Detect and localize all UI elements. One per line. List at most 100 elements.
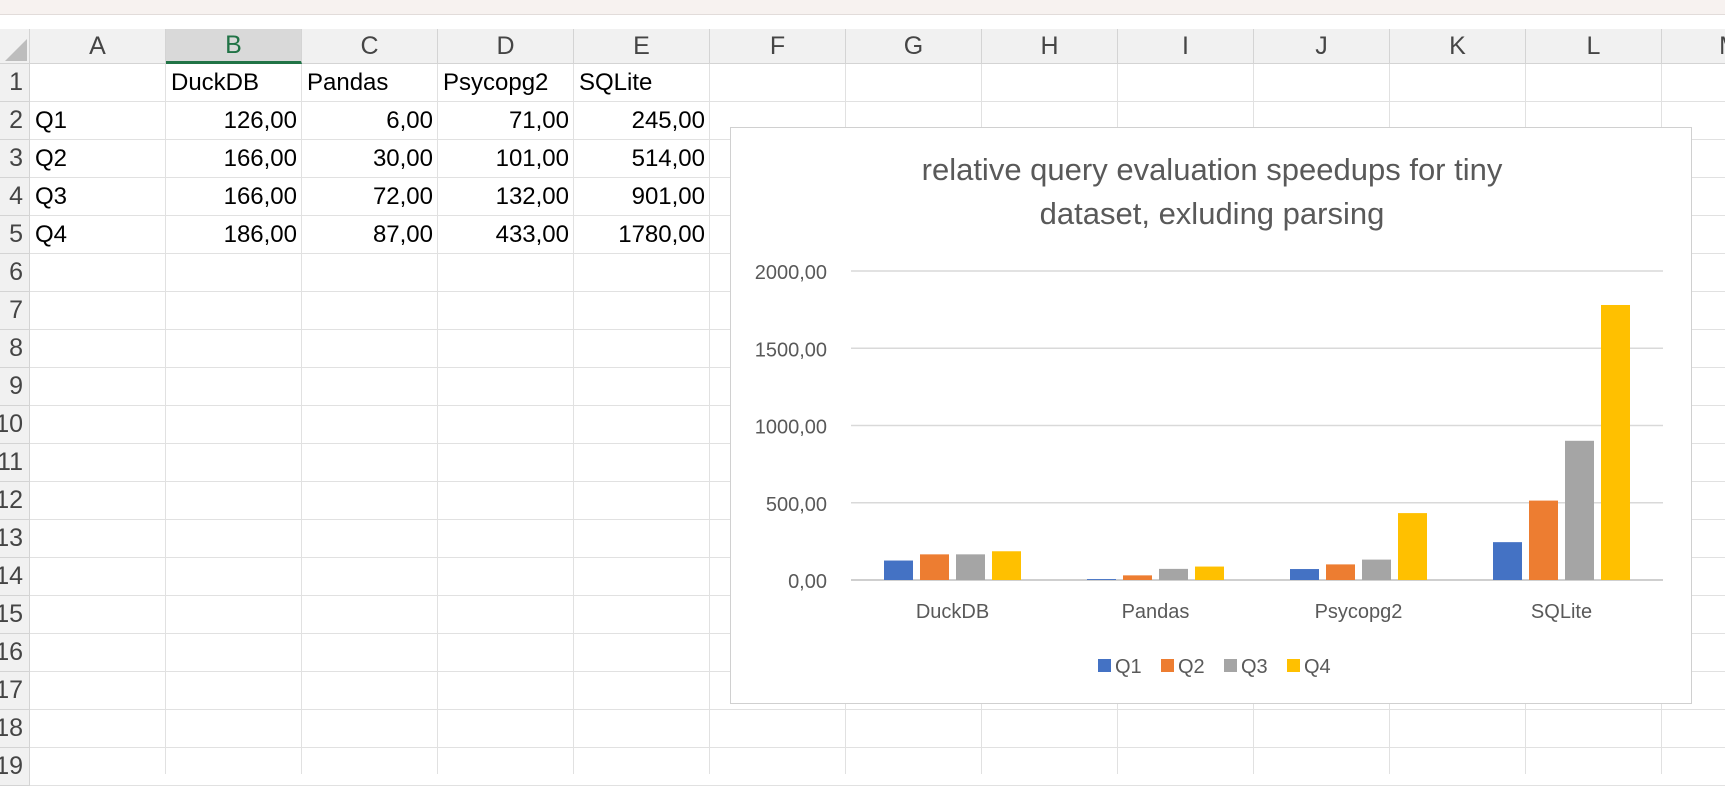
bar-pandas-q2 <box>1123 575 1152 580</box>
bar-pandas-q1 <box>1087 579 1116 580</box>
row-header-3[interactable]: 3 <box>0 140 30 178</box>
column-header-f[interactable]: F <box>710 29 846 64</box>
cell-d2[interactable]: 71,00 <box>508 107 569 134</box>
legend-label-q1: Q1 <box>1115 656 1142 678</box>
gridline-horizontal <box>30 747 1725 748</box>
row-header-6[interactable]: 6 <box>0 254 30 292</box>
cell-e5[interactable]: 1780,00 <box>618 221 705 248</box>
cell-c4[interactable]: 72,00 <box>372 183 433 210</box>
row-header-1[interactable]: 1 <box>0 64 30 102</box>
column-header-l[interactable]: L <box>1526 29 1662 64</box>
gridline-vertical <box>709 64 710 774</box>
cell-e1[interactable]: SQLite <box>579 69 653 96</box>
row-header-8[interactable]: 8 <box>0 330 30 368</box>
bar-sqlite-q4 <box>1601 304 1630 580</box>
chart-title-line-1: relative query evaluation speedups for t… <box>922 152 1503 187</box>
bar-pandas-q3 <box>1159 568 1188 580</box>
column-header-k[interactable]: K <box>1390 29 1526 64</box>
row-header-12[interactable]: 12 <box>0 482 30 520</box>
row-header-10[interactable]: 10 <box>0 406 30 444</box>
row-header-9[interactable]: 9 <box>0 368 30 406</box>
legend-swatch-q2 <box>1161 659 1174 672</box>
cell-a4[interactable]: Q3 <box>35 183 68 210</box>
bar-duckdb-q3 <box>956 554 985 580</box>
column-header-e[interactable]: E <box>574 29 710 64</box>
select-all-triangle-icon <box>5 39 27 61</box>
row-header-13[interactable]: 13 <box>0 520 30 558</box>
row-header-15[interactable]: 15 <box>0 596 30 634</box>
cell-d1[interactable]: Psycopg2 <box>443 69 549 96</box>
row-header-16[interactable]: 16 <box>0 634 30 672</box>
cell-b2[interactable]: 126,00 <box>223 107 297 134</box>
column-header-b[interactable]: B <box>166 29 302 64</box>
row-header-11[interactable]: 11 <box>0 444 30 482</box>
x-tick-label-sqlite: SQLite <box>1531 601 1592 623</box>
cell-b4[interactable]: 166,00 <box>223 183 297 210</box>
column-header-a[interactable]: A <box>30 29 166 64</box>
column-header-g[interactable]: G <box>846 29 982 64</box>
cell-e3[interactable]: 514,00 <box>631 145 705 172</box>
select-all-button[interactable] <box>0 29 30 64</box>
cell-d3[interactable]: 101,00 <box>495 145 569 172</box>
bar-psycopg2-q1 <box>1290 569 1319 580</box>
bar-sqlite-q1 <box>1493 542 1522 580</box>
column-header-i[interactable]: I <box>1118 29 1254 64</box>
column-header-h[interactable]: H <box>982 29 1118 64</box>
row-header-2[interactable]: 2 <box>0 102 30 140</box>
gridline-horizontal <box>30 101 1725 102</box>
cell-b3[interactable]: 166,00 <box>223 145 297 172</box>
legend-label-q4: Q4 <box>1304 656 1331 678</box>
cell-a3[interactable]: Q2 <box>35 145 68 172</box>
legend-swatch-q4 <box>1287 659 1300 672</box>
bar-psycopg2-q3 <box>1362 559 1391 580</box>
x-tick-label-duckdb: DuckDB <box>916 601 989 623</box>
row-header-14[interactable]: 14 <box>0 558 30 596</box>
bar-duckdb-q2 <box>920 554 949 580</box>
chart-svg: relative query evaluation speedups for t… <box>755 152 1663 678</box>
cell-d4[interactable]: 132,00 <box>495 183 569 210</box>
gridline-vertical <box>437 64 438 774</box>
y-tick-label: 1000,00 <box>755 417 827 439</box>
row-header-19[interactable]: 19 <box>0 748 30 786</box>
gridline-vertical <box>165 64 166 774</box>
cell-a5[interactable]: Q4 <box>35 221 68 248</box>
gridline-vertical <box>573 64 574 774</box>
column-header-m[interactable]: M <box>1662 29 1725 64</box>
cell-d5[interactable]: 433,00 <box>495 221 569 248</box>
bar-duckdb-q4 <box>992 551 1021 580</box>
x-tick-label-psycopg2: Psycopg2 <box>1315 601 1403 623</box>
row-header-7[interactable]: 7 <box>0 292 30 330</box>
row-header-18[interactable]: 18 <box>0 710 30 748</box>
legend-swatch-q1 <box>1098 659 1111 672</box>
cell-e4[interactable]: 901,00 <box>631 183 705 210</box>
y-tick-label: 500,00 <box>766 494 827 516</box>
gridline-vertical <box>301 64 302 774</box>
cell-c3[interactable]: 30,00 <box>372 145 433 172</box>
cell-b5[interactable]: 186,00 <box>223 221 297 248</box>
legend-label-q3: Q3 <box>1241 656 1268 678</box>
ribbon-edge <box>0 0 1725 15</box>
bar-chart[interactable]: relative query evaluation speedups for t… <box>730 127 1692 704</box>
cell-c1[interactable]: Pandas <box>307 69 389 96</box>
chart-title-line-2: dataset, exluding parsing <box>1040 196 1385 231</box>
row-header-4[interactable]: 4 <box>0 178 30 216</box>
y-tick-label: 2000,00 <box>755 262 827 284</box>
bar-psycopg2-q2 <box>1326 564 1355 580</box>
cell-b1[interactable]: DuckDB <box>171 69 260 96</box>
bar-pandas-q4 <box>1195 566 1224 580</box>
column-header-d[interactable]: D <box>438 29 574 64</box>
cell-a2[interactable]: Q1 <box>35 107 68 134</box>
column-header-c[interactable]: C <box>302 29 438 64</box>
x-tick-label-pandas: Pandas <box>1122 601 1190 623</box>
gridline-horizontal <box>30 709 1725 710</box>
column-header-j[interactable]: J <box>1254 29 1390 64</box>
cell-c5[interactable]: 87,00 <box>372 221 433 248</box>
cell-e2[interactable]: 245,00 <box>631 107 705 134</box>
bar-sqlite-q3 <box>1565 440 1594 580</box>
cell-c2[interactable]: 6,00 <box>386 107 433 134</box>
y-tick-label: 0,00 <box>788 571 827 593</box>
legend-label-q2: Q2 <box>1178 656 1205 678</box>
bar-psycopg2-q4 <box>1398 513 1427 580</box>
row-header-17[interactable]: 17 <box>0 672 30 710</box>
row-header-5[interactable]: 5 <box>0 216 30 254</box>
